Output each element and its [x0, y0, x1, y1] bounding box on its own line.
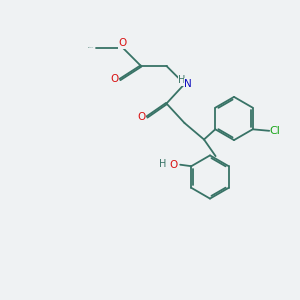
Text: O: O	[169, 160, 177, 170]
Text: Cl: Cl	[269, 126, 280, 136]
Text: methoxy: methoxy	[88, 47, 94, 48]
Text: O: O	[110, 74, 119, 85]
Text: N: N	[184, 79, 192, 89]
Text: H: H	[158, 159, 166, 169]
Text: O: O	[137, 112, 146, 122]
Text: O: O	[119, 38, 127, 49]
Text: H: H	[178, 75, 186, 85]
